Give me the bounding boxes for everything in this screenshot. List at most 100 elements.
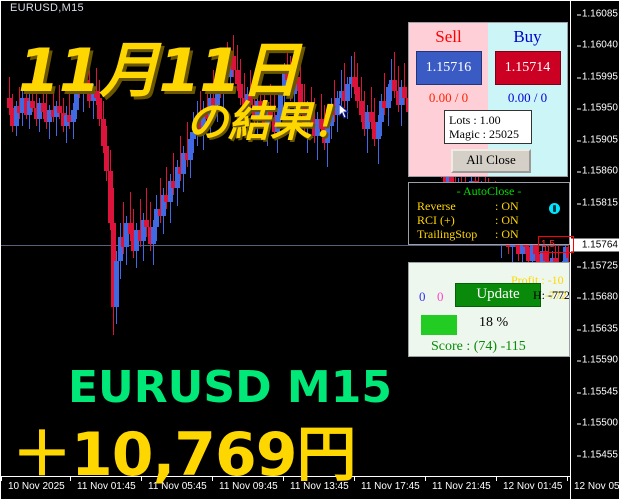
candle-body (137, 230, 143, 241)
score-percent-text: 18 % (479, 315, 509, 330)
candle-body (295, 76, 301, 84)
candle-wick (86, 55, 88, 95)
autoclose-panel: - AutoClose - Reverse: ON RCI (+): ON Tr… (408, 182, 570, 245)
candle-wick (129, 191, 131, 241)
candle-body (355, 87, 361, 102)
candle-wick (243, 73, 245, 119)
candle-wick (555, 233, 557, 276)
current-price-label: 1.15764 (570, 238, 620, 252)
candle-body (368, 111, 374, 123)
candle-body (37, 103, 43, 119)
rci-label: RCI (+) (417, 213, 455, 227)
candle-wick (263, 87, 265, 133)
candle-body (362, 115, 368, 129)
sell-price-button[interactable]: 1.15716 (415, 51, 482, 85)
candle-wick (297, 48, 299, 91)
candle-wick (474, 156, 476, 199)
candle-body (278, 94, 284, 116)
candle-body (248, 94, 254, 105)
candle-body (94, 90, 100, 98)
candle-body (365, 111, 371, 129)
score-progress-bar (421, 315, 457, 335)
candle-body (130, 233, 136, 251)
price-tick-label: 1.15635 (576, 323, 618, 335)
candle-wick (213, 69, 215, 112)
buy-stats: 0.00 / 0 (507, 90, 548, 105)
trailingstop-label: TrailingStop (417, 227, 478, 241)
lots-value: Lots : 1.00 (449, 113, 501, 127)
candle-wick (394, 52, 396, 98)
candle-wick (545, 226, 546, 269)
candle-body (348, 76, 354, 84)
candle-body (134, 230, 140, 251)
price-tick-label: 1.15680 (576, 291, 618, 303)
candle-body (57, 106, 63, 113)
candle-body (97, 97, 103, 119)
candle-body (254, 101, 260, 119)
candle-body (157, 209, 163, 217)
all-close-button[interactable]: All Close (451, 149, 531, 173)
candle-body (378, 101, 384, 123)
candle-body (104, 146, 110, 171)
score-zero-left: 0 (419, 289, 426, 304)
candle-body (318, 118, 324, 129)
candle-body (398, 87, 404, 105)
autoclose-toggle-icon[interactable] (549, 203, 560, 214)
time-axis[interactable]: 10 Nov 2025 11 Nov 01:45 11 Nov 05:45 11 No… (0, 476, 620, 500)
candle-wick (528, 223, 530, 269)
score-h-text: H: -772 (533, 288, 570, 302)
magic-value: Magic : 25025 (449, 127, 519, 142)
candle-body (449, 174, 455, 185)
candle-wick (327, 118, 329, 168)
candle-wick (397, 66, 399, 112)
price-tick-label: 1.16040 (576, 39, 618, 51)
candle-wick (199, 90, 201, 136)
candle-body (358, 101, 364, 116)
candle-body (120, 237, 126, 248)
candle-wick (317, 111, 319, 161)
candle-wick (323, 104, 325, 150)
score-zero-right: 0 (437, 289, 444, 304)
autoclose-row-trailingstop[interactable]: TrailingStop: ON (417, 227, 569, 241)
buy-price-button[interactable]: 1.15714 (494, 51, 561, 85)
time-tick-label: 11 Nov 21:45 (425, 476, 491, 492)
candle-body (516, 240, 522, 255)
candle-wick (357, 62, 359, 109)
candle-body (261, 111, 267, 126)
candle-wick (287, 45, 289, 88)
symbol-period-label: EURUSD,M15 (10, 2, 84, 14)
price-tick-label: 1.16085 (576, 8, 618, 20)
candle-wick (226, 41, 228, 84)
candle-wick (52, 90, 54, 123)
candle-body (352, 76, 358, 88)
candle-body (70, 110, 76, 123)
candle-wick (384, 73, 386, 116)
candle-wick (193, 111, 195, 154)
candle-body (241, 97, 247, 112)
candle-body (127, 223, 133, 234)
autoclose-row-reverse[interactable]: Reverse: ON (417, 199, 569, 213)
candle-wick (206, 83, 208, 126)
candle-body (238, 83, 244, 98)
candle-body (372, 122, 378, 140)
rci-value: : ON (495, 213, 519, 227)
score-value-text: Score : (74) -115 (431, 339, 526, 354)
candle-body (214, 83, 220, 105)
candle-body (519, 237, 525, 255)
candle-body (402, 87, 408, 98)
candle-wick (310, 87, 312, 129)
price-tick-label: 1.15500 (576, 417, 618, 429)
candle-body (526, 247, 532, 262)
update-button[interactable]: Update (455, 283, 541, 307)
candle-body (258, 101, 264, 112)
candle-body (100, 118, 106, 147)
candle-body (114, 261, 120, 307)
candle-wick (82, 73, 84, 112)
candle-body (331, 104, 337, 116)
candle-wick (240, 59, 242, 105)
candle-body (167, 181, 173, 203)
candle-wick (307, 101, 309, 154)
candle-body (388, 80, 394, 88)
autoclose-row-rci[interactable]: RCI (+) : ON (417, 213, 569, 227)
price-axis[interactable]: 1.16085 1.16040 1.15995 1.15950 1.15905 1.158… (570, 0, 620, 500)
